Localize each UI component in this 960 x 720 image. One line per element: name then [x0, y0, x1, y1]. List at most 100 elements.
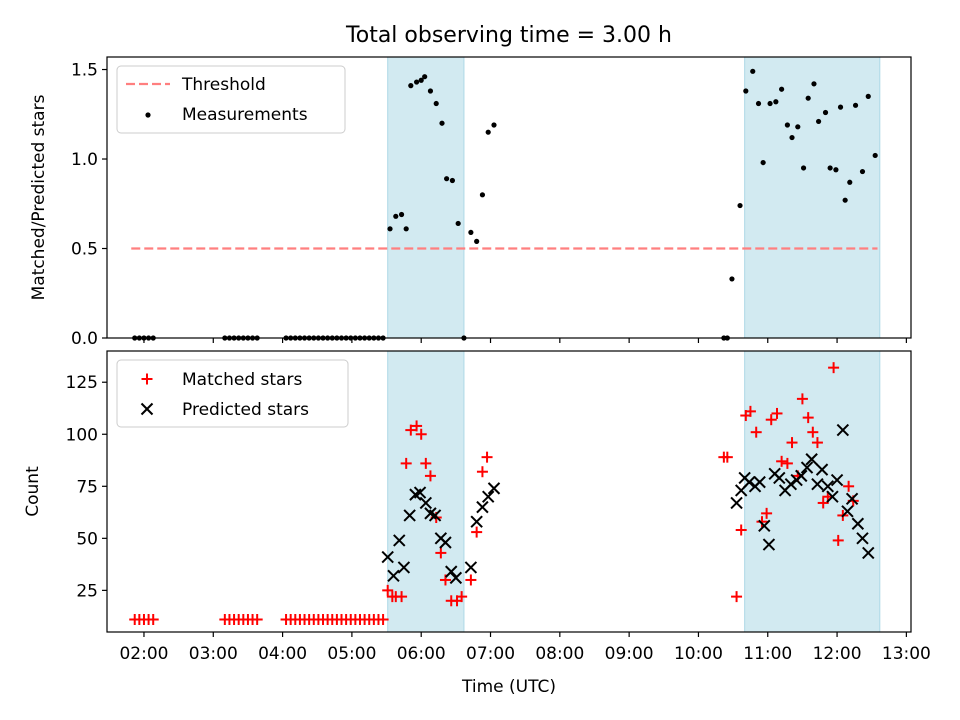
predicted-star-point	[470, 515, 483, 528]
x-tick-label: 07:00	[466, 644, 515, 664]
y-tick-label: 0.5	[71, 240, 98, 260]
measurement-point	[827, 165, 833, 171]
matched-star-point	[811, 437, 823, 449]
predicted-star-point	[481, 490, 495, 503]
y-tick-label: 0.0	[71, 329, 98, 349]
matched-star-point	[456, 591, 468, 603]
legend-measurement-label: Measurements	[182, 105, 308, 125]
measurement-point	[393, 213, 399, 219]
measurement-point	[444, 176, 450, 182]
predicted-star-point	[762, 538, 776, 551]
predicted-star-point	[419, 496, 433, 510]
measurement-point	[387, 226, 393, 232]
x-axis-ticks: 02:00 03:00 04:00 05:00 06:00 07:00 08:00 09:00…	[119, 632, 931, 664]
measurement-point	[822, 109, 829, 116]
measurement-point	[805, 95, 811, 101]
predicted-star-point	[758, 519, 771, 533]
predicted-star-point	[815, 463, 829, 476]
predicted-star-point	[730, 496, 743, 510]
observing-window-2	[744, 350, 881, 633]
predicted-star-point	[476, 500, 489, 514]
legend: Threshold Measurements	[116, 65, 346, 134]
measurement-point	[729, 276, 735, 282]
y-axis-label: Matched/Predicted stars	[29, 94, 49, 300]
x-axis-ticks	[143, 338, 907, 343]
measurement-point	[408, 83, 414, 89]
predicted-star-point	[464, 561, 478, 574]
measurement-point	[859, 168, 866, 175]
measurement-point	[422, 74, 428, 80]
measurement-point	[433, 100, 439, 107]
predicted-star-point	[449, 571, 463, 585]
matched-star-point	[471, 526, 483, 538]
predicted-star-point	[397, 561, 411, 574]
measurement-point	[737, 202, 743, 209]
y-tick-label: 100	[66, 425, 98, 445]
observing-window-1	[387, 56, 465, 339]
matched-star-point	[843, 480, 855, 492]
measurement-point	[779, 86, 785, 92]
matched-star-point	[735, 524, 747, 536]
matched-star-point	[405, 424, 417, 436]
measurement-point	[852, 102, 859, 108]
y-axis-ticks: 25 50 75 100 125	[66, 373, 107, 601]
x-tick-label: 03:00	[189, 644, 238, 664]
y-tick-label: 1.0	[71, 150, 98, 170]
matched-star-point	[396, 591, 408, 603]
matched-star-point	[771, 407, 783, 419]
legend-measurement-swatch	[145, 112, 151, 118]
y-axis-label: Count	[23, 466, 43, 517]
x-tick-label: 12:00	[813, 644, 862, 664]
measurement-point	[449, 177, 455, 184]
matched-star-point	[731, 591, 743, 603]
predicted-star-points	[381, 423, 875, 585]
measurement-point	[427, 88, 434, 94]
matched-star-point	[796, 393, 808, 405]
matched-star-point	[481, 451, 493, 463]
legend-matched-swatch	[141, 373, 153, 385]
matched-star-point	[382, 584, 394, 596]
y-tick-label: 125	[66, 373, 98, 393]
matched-star-point	[761, 507, 773, 519]
measurement-point	[755, 100, 762, 107]
legend-matched-label: Matched stars	[182, 370, 302, 390]
legend-threshold-label: Threshold	[181, 75, 266, 95]
panel-frame	[106, 56, 912, 339]
measurement-point	[474, 238, 480, 244]
observing-window-1	[387, 350, 465, 633]
x-tick-label: 05:00	[327, 644, 376, 664]
measurement-point	[418, 77, 424, 83]
measurement-point	[413, 79, 420, 85]
predicted-star-point	[784, 478, 798, 491]
panel-counts: 25 50 75 100 125 02:00 03:00 04:00 05:00 06:00 07…	[23, 350, 931, 697]
measurement-point	[795, 124, 801, 130]
predicted-star-point	[743, 475, 756, 489]
predicted-star-point	[862, 546, 875, 560]
predicted-star-point	[826, 490, 839, 503]
measurement-point	[847, 179, 853, 185]
matched-star-point	[147, 614, 159, 626]
measurement-point	[800, 165, 807, 171]
observing-window-2	[744, 56, 881, 339]
matched-star-point	[802, 412, 814, 424]
legend-predicted-label: Predicted stars	[182, 400, 309, 420]
x-tick-label: 10:00	[674, 644, 723, 664]
predicted-star-point	[821, 480, 835, 493]
predicted-star-point	[836, 423, 850, 437]
predicted-star-point	[800, 461, 814, 474]
predicted-star-point	[445, 565, 458, 578]
matched-star-point	[744, 405, 756, 417]
measurement-point	[403, 226, 409, 232]
x-tick-label: 08:00	[535, 644, 584, 664]
x-tick-label: 06:00	[397, 644, 446, 664]
measurement-point	[815, 118, 822, 125]
y-axis-ticks: 0.0 0.5 1.0 1.5	[71, 61, 107, 349]
matched-star-point	[828, 362, 840, 374]
x-axis-label: Time (UTC)	[461, 677, 556, 697]
predicted-star-point	[805, 453, 818, 466]
measurement-point	[750, 68, 756, 74]
matched-star-point	[750, 426, 762, 438]
matched-star-point	[465, 574, 477, 586]
measurement-point	[455, 220, 461, 227]
